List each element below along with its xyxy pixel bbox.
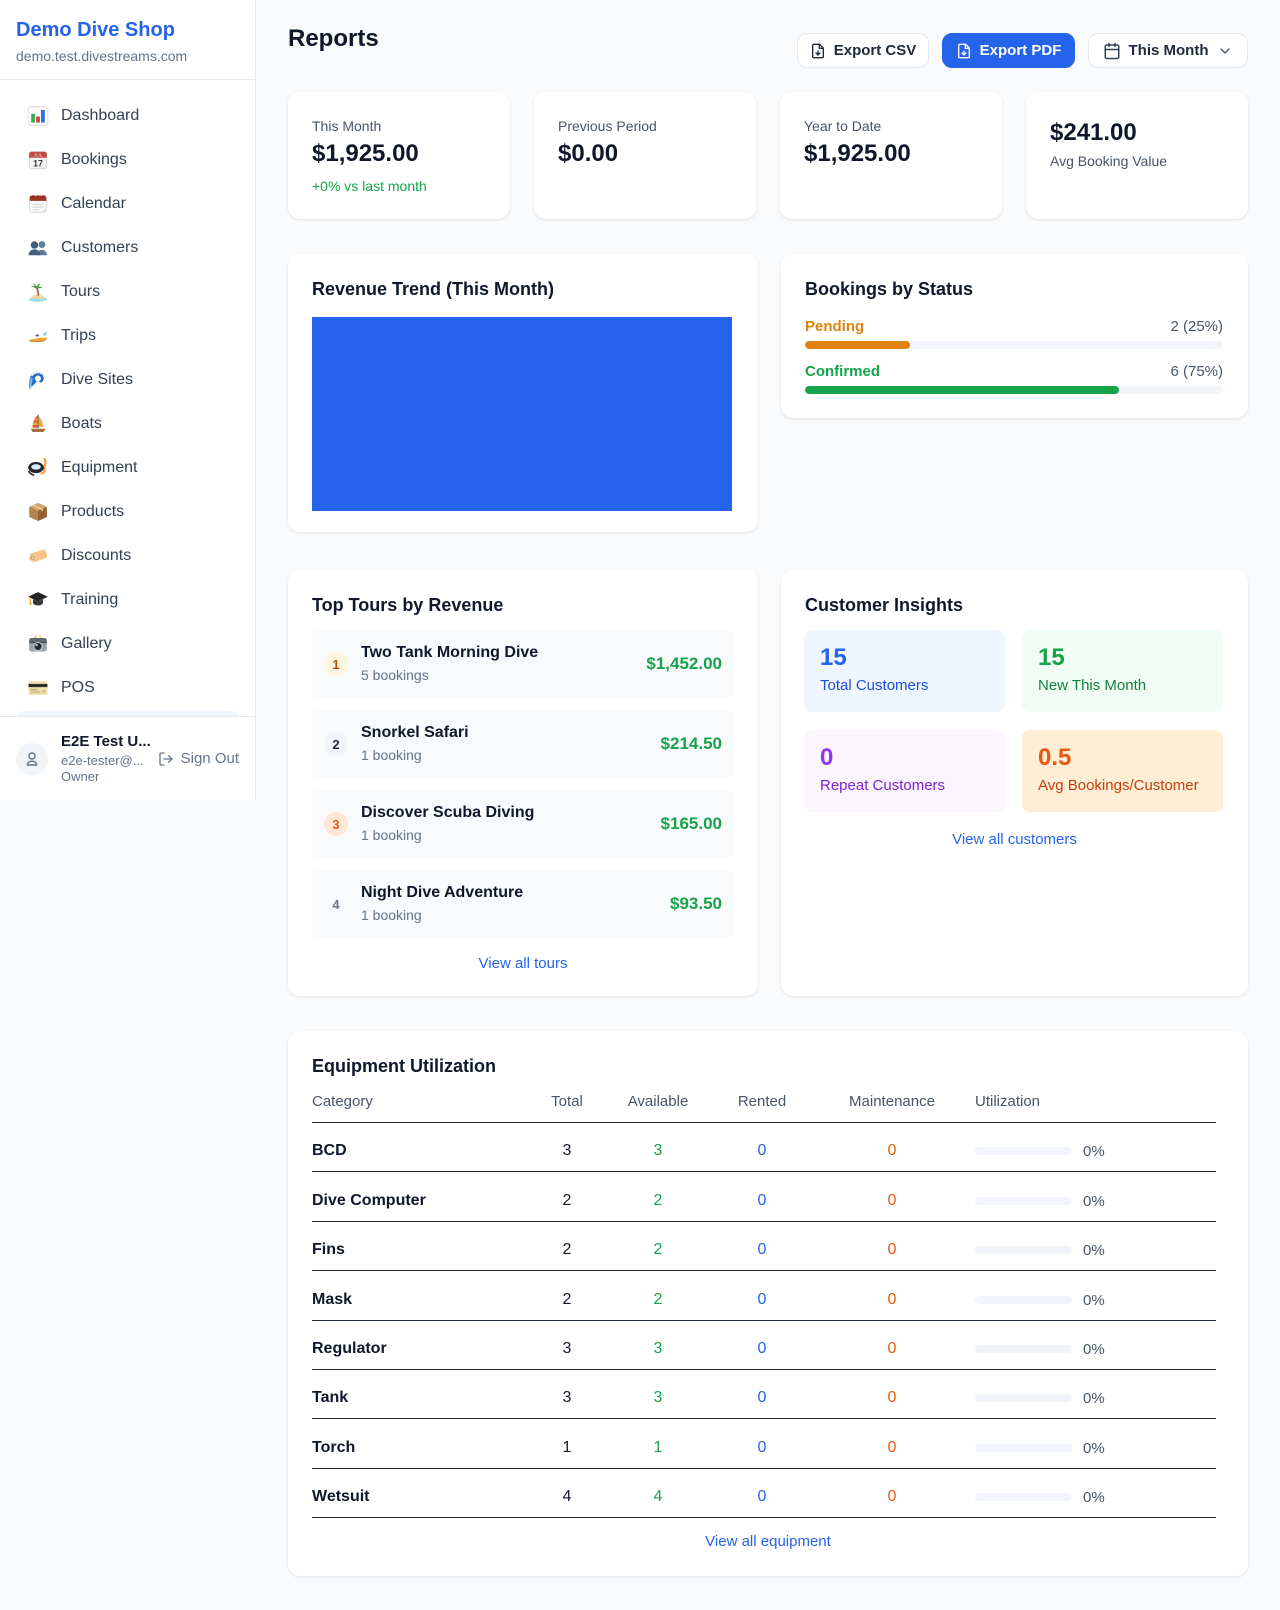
svg-text:JUL: JUL: [34, 153, 43, 159]
svg-text:17: 17: [33, 159, 43, 169]
